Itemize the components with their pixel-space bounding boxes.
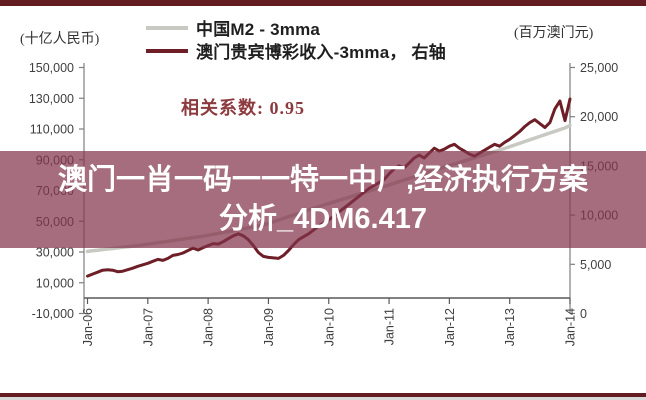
bottom-accent-bar <box>0 393 646 397</box>
bottom-gray-strip <box>0 397 646 400</box>
vip-line-swatch <box>146 48 188 53</box>
x-tick-label: Jan-09 <box>262 308 276 346</box>
left-tick-label: -10,000 <box>32 307 74 321</box>
left-tick-label: 130,000 <box>29 92 74 106</box>
x-tick-label: Jan-07 <box>141 308 155 346</box>
left-tick-label: 10,000 <box>36 276 74 290</box>
overlay-banner-line2: 分析_4DM6.417 <box>219 202 427 235</box>
x-tick-label: Jan-14 <box>564 308 578 346</box>
m2-legend-label: 中国M2 - 3mma <box>196 20 321 39</box>
left-tick-label: 150,000 <box>29 61 74 75</box>
right-tick-label: 0 <box>580 307 587 321</box>
m2-line-swatch <box>146 25 188 30</box>
right-tick-label: 20,000 <box>580 110 618 124</box>
right-tick-label: 25,000 <box>580 61 618 75</box>
correlation-annotation: 相关系数: 0.95 <box>181 94 305 120</box>
right-axis-unit-label: (百万澳门元) <box>514 26 594 41</box>
x-tick-label: Jan-11 <box>383 308 397 345</box>
legend-row-m2: 中国M2 - 3mma <box>146 16 446 39</box>
top-accent-bar <box>0 0 646 6</box>
correlation-value: 0.95 <box>269 98 305 118</box>
left-tick-label: 110,000 <box>30 123 74 137</box>
overlay-banner-line1: 澳门一肖一码一一特一中厂,经济执行方案 <box>57 163 589 196</box>
x-tick-label: Jan-08 <box>202 308 216 346</box>
x-tick-label: Jan-12 <box>443 308 457 346</box>
left-axis-unit-label: (十亿人民币) <box>20 32 100 47</box>
left-tick-label: 30,000 <box>36 246 74 260</box>
x-tick-label: Jan-10 <box>322 308 336 346</box>
legend-row-vip: 澳门贵宾博彩收入-3mma， 右轴 <box>146 39 446 62</box>
x-tick-label: Jan-06 <box>81 308 95 346</box>
right-tick-label: 5,000 <box>580 258 611 272</box>
chart-legend: 中国M2 - 3mma 澳门贵宾博彩收入-3mma， 右轴 <box>146 16 446 62</box>
overlay-banner: 澳门一肖一码一一特一中厂,经济执行方案 分析_4DM6.417 <box>0 151 646 248</box>
vip-legend-label: 澳门贵宾博彩收入-3mma， 右轴 <box>196 43 446 62</box>
correlation-label: 相关系数: <box>181 98 264 118</box>
x-tick-label: Jan-13 <box>503 308 517 346</box>
